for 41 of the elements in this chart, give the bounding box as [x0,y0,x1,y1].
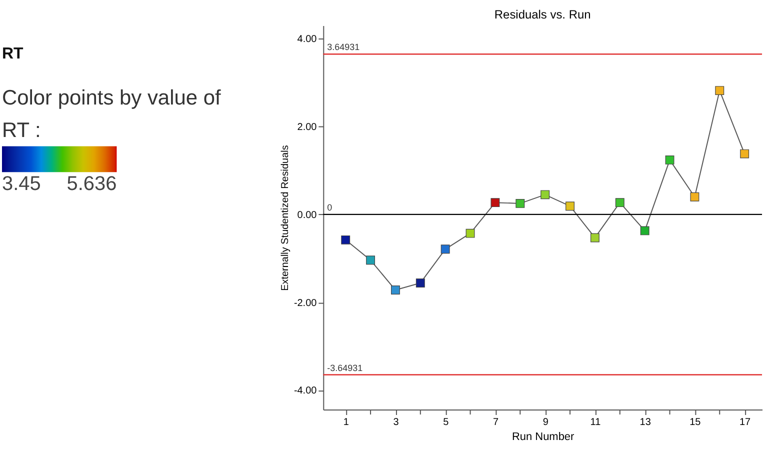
point [366,256,376,265]
x-tick-label: 1 [343,416,350,428]
point [590,233,600,242]
point [715,86,724,96]
point [516,198,525,208]
ref-line-label: 0 [327,202,332,212]
y-tick-label: 4.00 [297,34,318,46]
y-tick-label: -4.00 [294,386,318,397]
y-axis-title: Externally Studentized Residuals [280,145,291,291]
x-tick-label: 3 [393,416,400,428]
chart-title: Residuals vs. Run [494,8,591,22]
text: RT [2,45,24,62]
x-tick-label: 11 [590,416,602,428]
point [490,198,500,208]
color-bar-label: 3.45 [2,173,41,196]
y-tick-label: -2.00 [294,298,318,309]
color-bar-label: 5.636 [66,173,117,196]
x-tick-label: 9 [542,416,549,428]
point [615,198,624,208]
point [440,244,450,254]
point [341,235,350,244]
x-tick-label: 15 [690,416,702,428]
ref-line-label: -3.64931 [327,362,363,373]
point [391,286,400,294]
y-tick-label: 2.00 [297,122,318,134]
x-tick-label: 13 [640,416,652,428]
x-axis-title: Run Number [512,430,575,443]
point [416,278,425,288]
x-tick-label: 5 [443,416,450,428]
point [665,155,674,164]
point [640,226,650,236]
point [466,228,475,238]
point [540,190,550,200]
color-bar-title: Color points by value of RT : [2,86,221,142]
x-tick-label: 17 [740,416,752,428]
point [690,192,700,202]
y-tick-label: 0.00 [297,210,318,221]
x-tick-label: 7 [492,416,499,428]
point [566,202,574,211]
ref-line-label: 3.64931 [327,42,360,52]
point [740,149,750,158]
